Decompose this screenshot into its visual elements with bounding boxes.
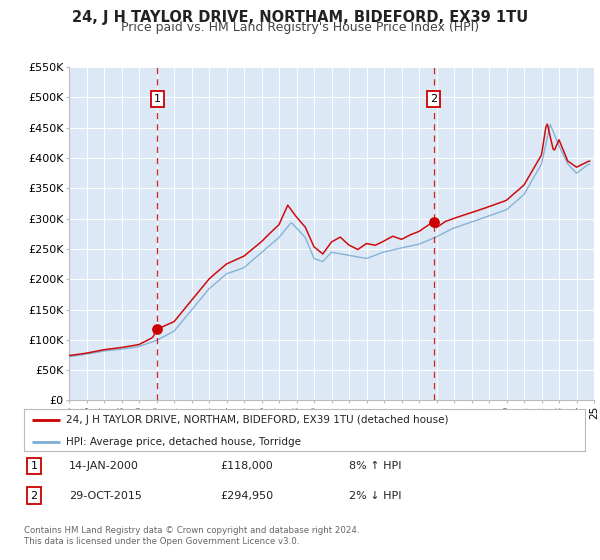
Text: 1: 1 xyxy=(154,94,161,104)
Text: 24, J H TAYLOR DRIVE, NORTHAM, BIDEFORD, EX39 1TU (detached house): 24, J H TAYLOR DRIVE, NORTHAM, BIDEFORD,… xyxy=(66,415,449,425)
Text: 2: 2 xyxy=(430,94,437,104)
Text: 14-JAN-2000: 14-JAN-2000 xyxy=(69,461,139,471)
Point xyxy=(152,324,162,333)
Text: Contains HM Land Registry data © Crown copyright and database right 2024.
This d: Contains HM Land Registry data © Crown c… xyxy=(24,526,359,546)
Text: £118,000: £118,000 xyxy=(220,461,273,471)
Text: 29-OCT-2015: 29-OCT-2015 xyxy=(69,491,142,501)
Text: 8% ↑ HPI: 8% ↑ HPI xyxy=(349,461,402,471)
Text: HPI: Average price, detached house, Torridge: HPI: Average price, detached house, Torr… xyxy=(66,437,301,446)
Text: 1: 1 xyxy=(31,461,38,471)
Text: 2% ↓ HPI: 2% ↓ HPI xyxy=(349,491,402,501)
Text: Price paid vs. HM Land Registry's House Price Index (HPI): Price paid vs. HM Land Registry's House … xyxy=(121,21,479,34)
Text: £294,950: £294,950 xyxy=(220,491,274,501)
Text: 24, J H TAYLOR DRIVE, NORTHAM, BIDEFORD, EX39 1TU: 24, J H TAYLOR DRIVE, NORTHAM, BIDEFORD,… xyxy=(72,10,528,25)
Text: 2: 2 xyxy=(31,491,38,501)
Point xyxy=(429,217,439,226)
